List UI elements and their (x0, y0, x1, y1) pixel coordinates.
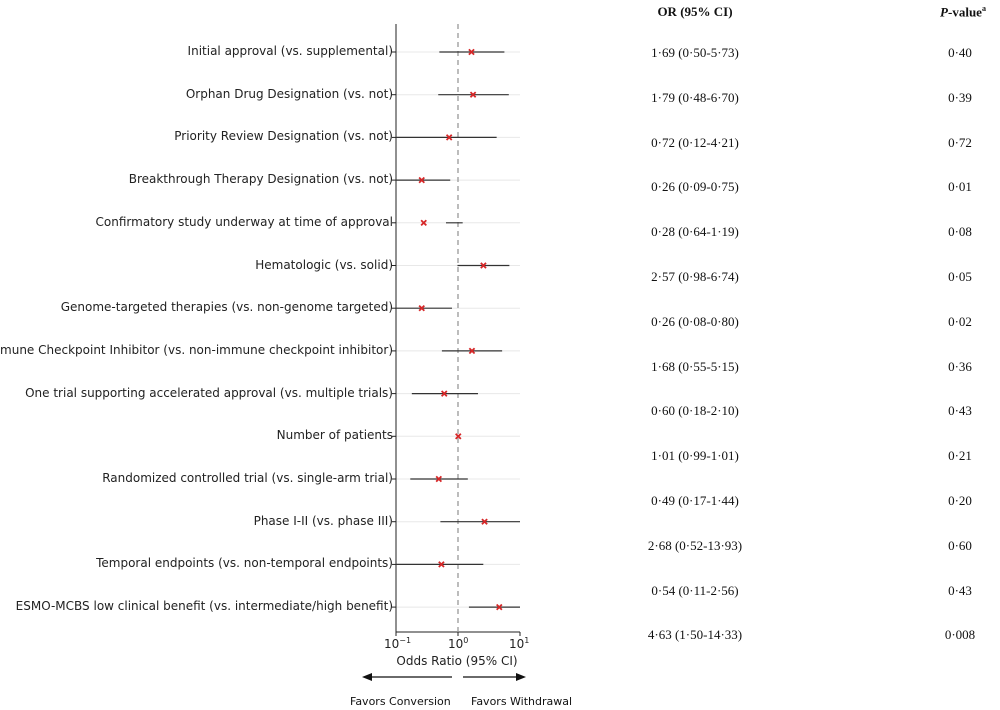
favors-withdrawal-arrowhead (516, 673, 526, 681)
or-marker (455, 433, 462, 440)
p-value: 0·60 (948, 537, 972, 553)
p-value: 0·05 (948, 269, 972, 284)
or-ci-value: 1·68 (0·55-5·15) (651, 358, 739, 374)
row-label: Genome-targeted therapies (vs. non-genom… (60, 300, 393, 315)
or-marker (445, 134, 453, 141)
or-marker (468, 48, 475, 56)
row-label: ESMO-MCBS low clinical benefit (vs. inte… (15, 599, 393, 614)
p-value: 0·72 (948, 134, 972, 150)
or-ci-value: 0·72 (0·12-4·21) (651, 134, 739, 150)
row-label: Breakthrough Therapy Designation (vs. no… (128, 172, 393, 187)
or-marker (438, 561, 445, 568)
or-ci-value: 0·26 (0·09-0·75) (651, 179, 739, 195)
or-ci-value: 0·26 (0·08-0·80) (651, 313, 739, 329)
p-value: 0·008 (944, 627, 976, 643)
favors-withdrawal-label: Favors Withdrawal (471, 695, 573, 708)
or-ci-value: 4·63 (1·50-14·33) (647, 627, 743, 643)
or-marker (441, 390, 448, 397)
row-label: Orphan Drug Designation (vs. not) (185, 86, 393, 101)
row-label: Hematologic (vs. solid) (255, 257, 393, 272)
x-axis-label: Odds Ratio (95% CI) (396, 654, 518, 668)
or-ci-value: 1·79 (0·48-6·70) (651, 89, 739, 105)
or-marker (481, 518, 488, 525)
row-label: One trial supporting accelerated approva… (25, 385, 393, 400)
row-label: Phase I-II (vs. phase III) (253, 513, 393, 528)
or-ci-value: 0·54 (0·11-2·56) (651, 582, 739, 598)
or-ci-value: 1·01 (0·99-1·01) (651, 448, 739, 464)
or-marker (435, 475, 443, 483)
or-ci-value: 0·28 (0·64-1·19) (651, 224, 739, 240)
pvalue-header: P-valuea (940, 4, 986, 20)
or-marker (418, 304, 425, 312)
or-marker (469, 91, 477, 98)
p-value: 0·40 (948, 45, 972, 60)
row-label: Confirmatory study underway at time of a… (95, 214, 393, 229)
row-label: Temporal endpoints (vs. non-temporal end… (96, 556, 393, 571)
or-marker (418, 176, 425, 184)
or-ci-value: 0·49 (0·17-1·44) (651, 493, 739, 508)
row-label: Number of patients (276, 428, 393, 443)
xtick-0: 10−1 (384, 636, 412, 651)
favors-conversion-label: Favors Conversion (350, 695, 451, 708)
or-marker (480, 262, 487, 269)
p-value: 0·02 (948, 313, 972, 329)
p-value: 0·01 (948, 179, 972, 195)
or-marker (468, 347, 476, 355)
p-value: 0·43 (948, 582, 972, 598)
or-ci-header: OR (95% CI) (657, 4, 733, 19)
p-value: 0·20 (948, 493, 972, 508)
p-value: 0·39 (948, 89, 972, 105)
or-marker (496, 603, 503, 611)
p-value: 0·43 (948, 403, 972, 419)
p-value: 0·36 (948, 358, 972, 374)
xtick-2: 101 (509, 636, 530, 651)
p-value: 0·08 (948, 224, 972, 240)
or-ci-value: 2·57 (0·98-6·74) (651, 269, 739, 284)
or-ci-value: 2·68 (0·52-13·93) (647, 537, 743, 553)
xtick-1: 100 (448, 636, 469, 651)
row-label: Immune Checkpoint Inhibitor (vs. non-imm… (0, 342, 393, 357)
row-label: Priority Review Designation (vs. not) (174, 129, 393, 144)
favors-conversion-arrowhead (362, 673, 372, 681)
or-ci-value: 1·69 (0·50-5·73) (651, 45, 739, 60)
or-ci-value: 0·60 (0·18-2·10) (651, 403, 739, 419)
or-marker (420, 219, 427, 227)
row-label: Initial approval (vs. supplemental) (187, 44, 393, 58)
row-label: Randomized controlled trial (vs. single-… (102, 471, 393, 485)
p-value: 0·21 (948, 448, 972, 464)
